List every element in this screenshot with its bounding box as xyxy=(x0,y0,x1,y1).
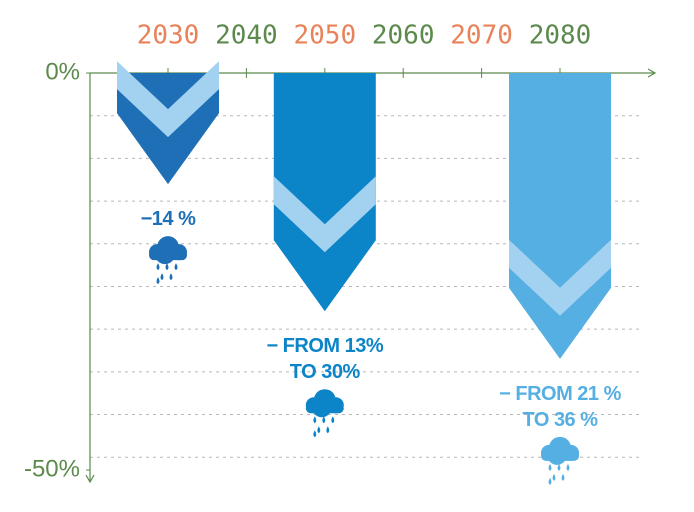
x-tick-label: 2080 xyxy=(529,21,592,51)
rain-icon xyxy=(149,236,187,285)
rain-drop xyxy=(552,473,556,481)
x-axis-arrow xyxy=(647,68,657,78)
cloud-part xyxy=(305,403,344,414)
rain-drop xyxy=(326,426,330,434)
rain-drop xyxy=(165,263,169,271)
arrow-band xyxy=(509,239,611,316)
rain-drop xyxy=(331,416,335,424)
rain-drop xyxy=(317,426,321,434)
rain-icon xyxy=(541,436,579,485)
x-tick-label: 2070 xyxy=(450,21,513,51)
rain-drop xyxy=(174,263,178,271)
y-tick-label: -50% xyxy=(24,455,80,482)
rain-icon xyxy=(305,389,344,438)
rain-drop xyxy=(548,463,552,471)
x-tick-label: 2060 xyxy=(372,21,435,51)
arrow xyxy=(273,73,376,312)
arrow xyxy=(509,73,611,359)
rain-drop xyxy=(313,416,317,424)
y-tick-label: 0% xyxy=(45,58,80,85)
rain-drop xyxy=(160,273,164,281)
rain-drop xyxy=(322,416,326,424)
rain-drop xyxy=(566,463,570,471)
arrow-band xyxy=(117,61,219,138)
rain-drop xyxy=(313,430,317,438)
rain-drop xyxy=(557,463,561,471)
x-tick-label: 2050 xyxy=(293,21,356,51)
rain-drop xyxy=(169,273,173,281)
arrow-band xyxy=(273,176,376,253)
rain-drop xyxy=(156,263,160,271)
value-label: − FROM 21 % TO 36 % xyxy=(499,382,621,431)
x-tick-label: 2030 xyxy=(137,21,200,51)
rain-drop xyxy=(548,477,552,485)
cloud-part xyxy=(541,450,579,461)
value-label: −14 % xyxy=(140,208,196,231)
y-axis-arrow xyxy=(85,474,95,484)
rain-drop xyxy=(156,277,160,285)
cloud-part xyxy=(149,250,187,261)
rain-drop xyxy=(561,473,565,481)
x-tick-label: 2040 xyxy=(215,21,278,51)
value-label: − FROM 13% TO 30% xyxy=(266,335,384,384)
